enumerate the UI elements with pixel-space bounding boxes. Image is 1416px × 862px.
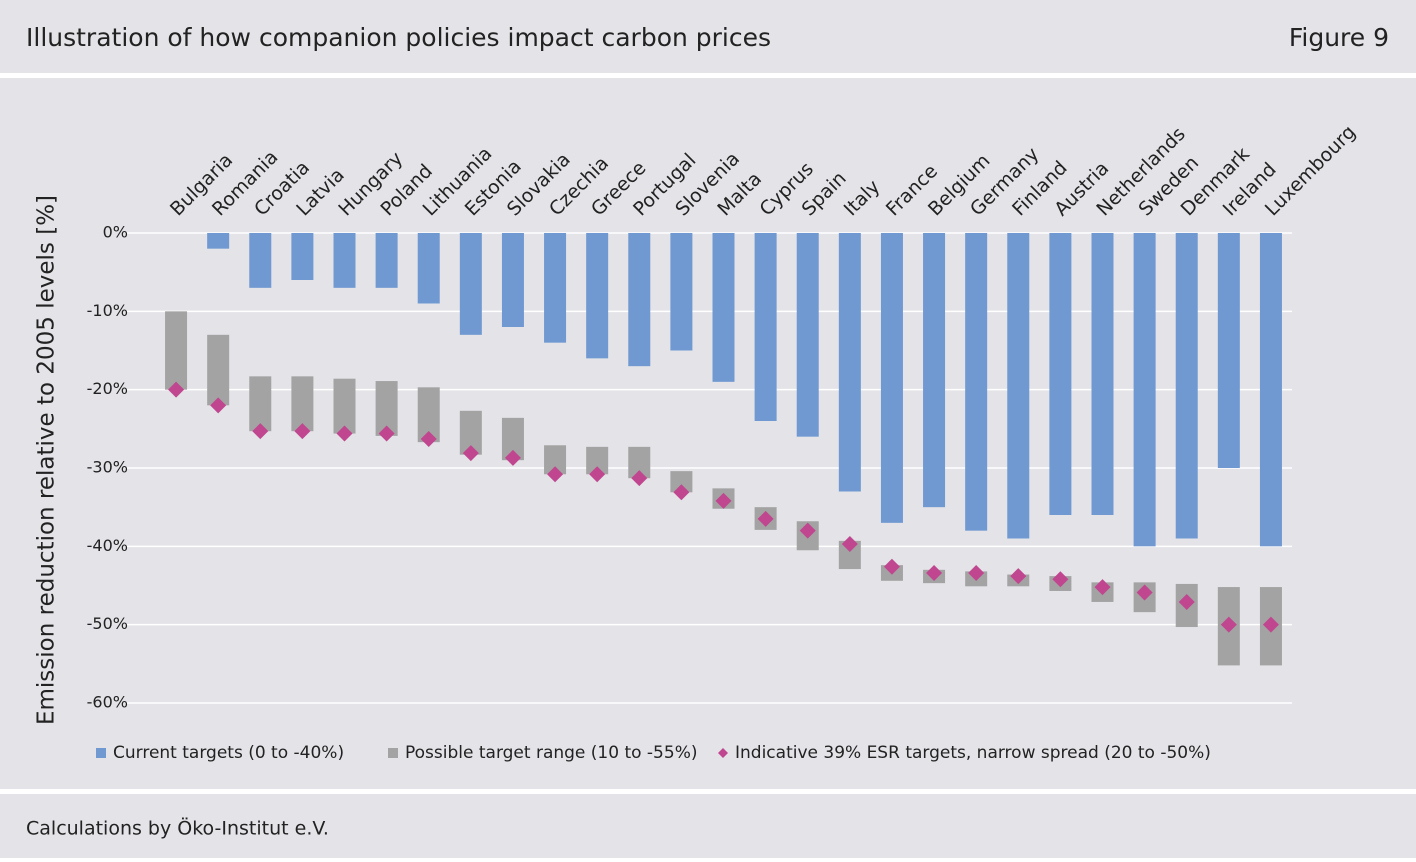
marker bbox=[631, 470, 648, 487]
marker bbox=[1094, 579, 1111, 596]
marker bbox=[547, 466, 564, 483]
bar bbox=[965, 233, 988, 531]
bar bbox=[291, 233, 314, 280]
range-bar bbox=[165, 311, 188, 390]
bar bbox=[880, 233, 903, 523]
bar bbox=[1049, 233, 1072, 515]
legend-swatch bbox=[388, 748, 398, 758]
bar bbox=[333, 233, 356, 288]
bar bbox=[1007, 233, 1030, 539]
marker bbox=[1262, 616, 1279, 633]
legend-swatch bbox=[96, 748, 106, 758]
marker bbox=[168, 381, 185, 398]
legend-label: Possible target range (10 to -55%) bbox=[405, 743, 697, 763]
bar bbox=[501, 233, 524, 327]
source-note: Calculations by Öko-Institut e.V. bbox=[26, 817, 329, 840]
marker bbox=[336, 425, 353, 442]
marker bbox=[883, 558, 900, 575]
bar bbox=[628, 233, 651, 367]
bar bbox=[586, 233, 609, 359]
bar bbox=[1175, 233, 1198, 539]
marker bbox=[799, 522, 816, 539]
marker bbox=[841, 535, 858, 552]
bar bbox=[1091, 233, 1114, 515]
y-tick-label: -20% bbox=[87, 379, 128, 398]
bar bbox=[417, 233, 440, 304]
bar bbox=[375, 233, 398, 288]
marker bbox=[1220, 616, 1237, 633]
marker bbox=[1010, 568, 1027, 585]
bar bbox=[249, 233, 272, 288]
figure-number: Figure 9 bbox=[1289, 23, 1389, 52]
range-bar bbox=[544, 445, 567, 475]
y-axis-label: Emission reduction relative to 2005 leve… bbox=[34, 195, 60, 725]
range-bar bbox=[417, 387, 440, 443]
marker bbox=[968, 564, 985, 581]
range-bar bbox=[670, 471, 693, 493]
y-tick-label: -40% bbox=[87, 536, 128, 555]
range-bar bbox=[586, 446, 609, 475]
range-bar bbox=[333, 378, 356, 434]
bar bbox=[838, 233, 861, 492]
marker bbox=[252, 423, 269, 440]
marker bbox=[926, 564, 943, 581]
legend-label: Current targets (0 to -40%) bbox=[113, 743, 344, 763]
separator bbox=[0, 73, 1416, 78]
marker bbox=[1136, 584, 1153, 601]
legend-label: Indicative 39% ESR targets, narrow sprea… bbox=[735, 743, 1211, 763]
marker bbox=[210, 397, 227, 414]
bar bbox=[459, 233, 482, 335]
bar bbox=[544, 233, 567, 343]
marker bbox=[589, 466, 606, 483]
range-bar bbox=[375, 381, 398, 436]
y-tick-label: -10% bbox=[87, 301, 128, 320]
marker bbox=[673, 484, 690, 501]
y-tick-label: 0% bbox=[103, 223, 128, 242]
marker bbox=[420, 431, 437, 448]
bar bbox=[207, 233, 230, 249]
range-bar bbox=[628, 446, 651, 479]
bar bbox=[712, 233, 735, 382]
bar bbox=[1259, 233, 1282, 547]
bar bbox=[1133, 233, 1156, 547]
range-bar bbox=[501, 417, 524, 461]
bar bbox=[754, 233, 777, 421]
marker bbox=[1178, 593, 1195, 610]
marker bbox=[715, 492, 732, 509]
bar bbox=[670, 233, 693, 351]
marker bbox=[378, 425, 395, 442]
bar bbox=[1217, 233, 1240, 468]
range-bar bbox=[207, 334, 230, 406]
marker bbox=[504, 449, 521, 466]
separator bbox=[0, 789, 1416, 794]
y-tick-label: -60% bbox=[87, 693, 128, 712]
y-tick-label: -50% bbox=[87, 614, 128, 633]
marker bbox=[294, 423, 311, 440]
range-bar bbox=[838, 540, 861, 570]
marker bbox=[757, 510, 774, 527]
page-title: Illustration of how companion policies i… bbox=[26, 23, 771, 52]
bar bbox=[923, 233, 946, 508]
range-bar bbox=[249, 376, 272, 432]
marker bbox=[1052, 571, 1069, 588]
y-tick-label: -30% bbox=[87, 458, 128, 477]
bar bbox=[796, 233, 819, 437]
legend-marker bbox=[718, 748, 728, 758]
marker bbox=[462, 445, 479, 462]
range-bar bbox=[459, 410, 482, 455]
range-bar bbox=[291, 376, 314, 432]
